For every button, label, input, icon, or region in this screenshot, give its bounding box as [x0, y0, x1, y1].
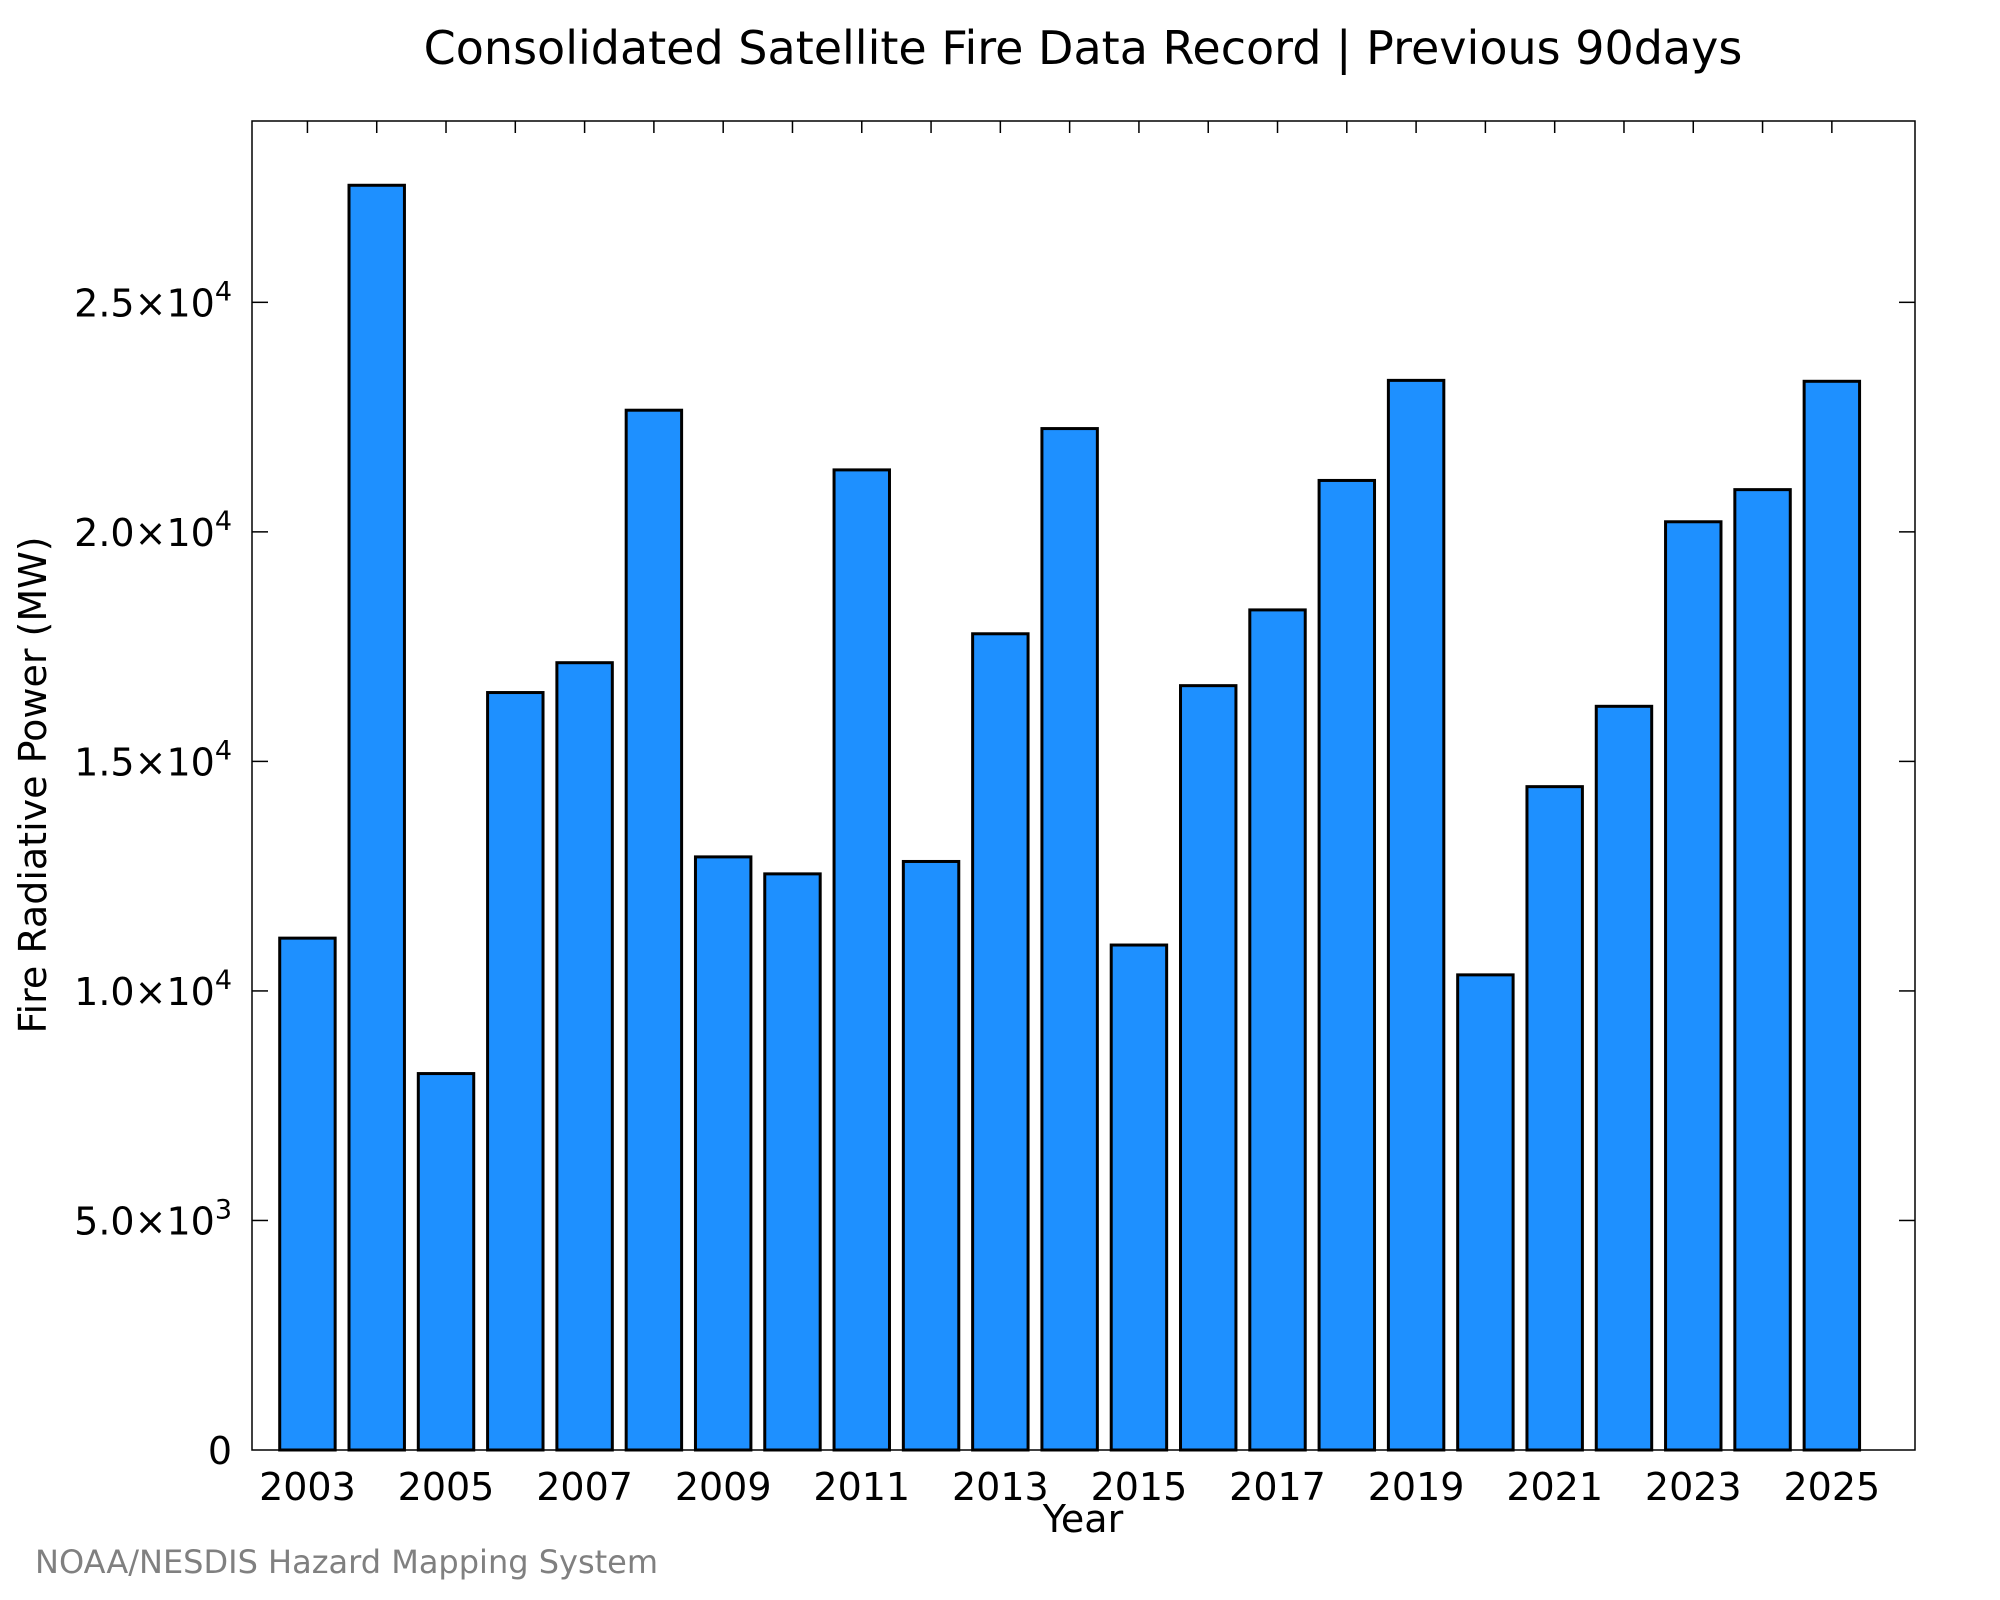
bar-2022: [1594, 704, 1654, 1452]
x-tick-label: 2019: [1368, 1465, 1465, 1509]
bar-2009: [693, 855, 753, 1452]
x-tick-label: 2017: [1229, 1465, 1326, 1509]
bars: [278, 183, 1862, 1452]
x-tick-label: 2007: [536, 1465, 633, 1509]
y-tick-label: 1.5×104: [74, 735, 232, 784]
bar-2006: [486, 691, 545, 1452]
x-axis-label: Year: [1042, 1497, 1124, 1541]
bar-2014: [1040, 427, 1099, 1452]
x-tick-labels: 2003 2005 2007 2009 2011 2013 2015 2017 2019 2021…: [259, 1465, 1880, 1509]
x-tick-label: 2009: [675, 1465, 772, 1509]
bar-2007: [555, 661, 614, 1452]
bar-2023: [1664, 520, 1723, 1452]
x-tick-label: 2025: [1783, 1465, 1880, 1509]
y-axis-label: Fire Radiative Power (MW): [11, 536, 55, 1033]
bar-2020: [1456, 973, 1515, 1452]
bar-2005: [416, 1072, 476, 1452]
bar-2003: [278, 936, 337, 1452]
bar-2015: [1109, 943, 1169, 1452]
y-tick-label: 5.0×103: [74, 1194, 232, 1243]
bar-2013: [971, 632, 1030, 1452]
bar-2011: [832, 468, 891, 1452]
y-tick-label: 2.0×104: [74, 506, 232, 555]
x-tick-label: 2013: [952, 1465, 1049, 1509]
bar-2016: [1179, 684, 1238, 1452]
y-tick-label: 1.0×104: [74, 965, 232, 1014]
x-tick-label: 2021: [1506, 1465, 1603, 1509]
bar-2010: [763, 872, 822, 1452]
chart-title: Consolidated Satellite Fire Data Record …: [424, 21, 1743, 76]
x-tick-label: 2003: [259, 1465, 356, 1509]
plot-frame: [251, 120, 1916, 1451]
bar-2017: [1248, 608, 1307, 1452]
bar-2024: [1733, 488, 1792, 1452]
credit-text: NOAA/NESDIS Hazard Mapping System: [35, 1543, 658, 1581]
x-tick-label: 2005: [398, 1465, 495, 1509]
bar-2012: [901, 859, 961, 1452]
bar-2004: [347, 183, 406, 1452]
x-tick-label: 2015: [1091, 1465, 1188, 1509]
bar-2021: [1525, 785, 1584, 1452]
bar-2019: [1386, 378, 1446, 1452]
bar-2025: [1802, 379, 1862, 1452]
x-tick-label: 2023: [1645, 1465, 1742, 1509]
bar-2018: [1317, 478, 1377, 1452]
x-tick-label: 2011: [813, 1465, 910, 1509]
y-tick-label: 0: [208, 1429, 232, 1473]
y-tick-label: 2.5×104: [74, 276, 232, 325]
bar-2008: [624, 408, 684, 1452]
y-tick-labels: 0 5.0×103 1.0×104 1.5×104 2.0×104 2.5×104: [74, 276, 232, 1473]
